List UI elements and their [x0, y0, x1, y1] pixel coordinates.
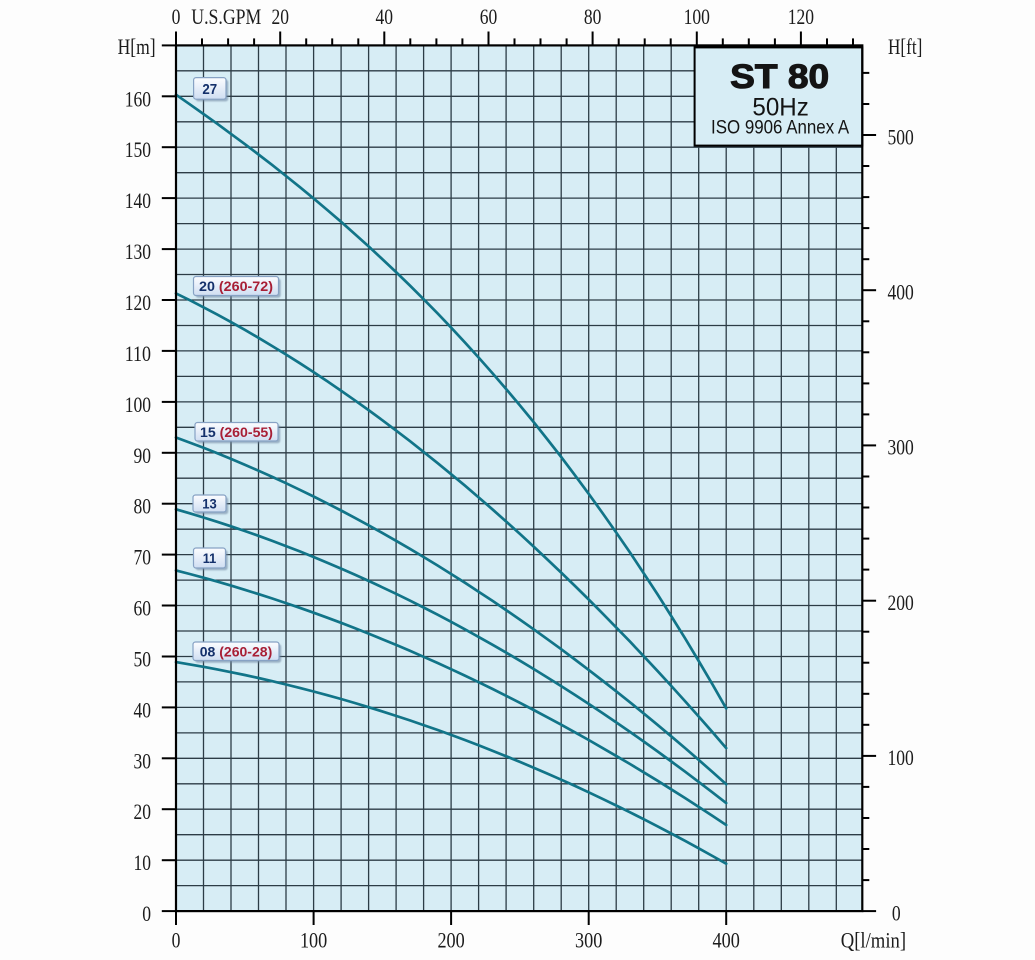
svg-text:60: 60	[134, 596, 152, 621]
svg-text:ISO 9906 Annex A: ISO 9906 Annex A	[711, 118, 849, 139]
svg-text:300: 300	[887, 435, 913, 460]
svg-text:150: 150	[125, 137, 151, 162]
svg-text:80: 80	[584, 4, 602, 29]
svg-text:40: 40	[134, 697, 152, 722]
svg-text:11: 11	[203, 550, 217, 566]
svg-text:130: 130	[125, 239, 151, 264]
svg-text:500: 500	[887, 124, 913, 149]
svg-text:110: 110	[125, 341, 151, 366]
svg-text:60: 60	[480, 4, 498, 29]
svg-text:20 (260-72): 20 (260-72)	[199, 278, 273, 294]
svg-text:300: 300	[575, 928, 602, 953]
svg-text:70: 70	[134, 545, 152, 570]
svg-text:08 (260-28): 08 (260-28)	[200, 643, 273, 659]
svg-text:20: 20	[271, 4, 289, 29]
svg-text:0: 0	[892, 900, 901, 925]
svg-text:U.S.GPM: U.S.GPM	[191, 4, 261, 29]
svg-text:90: 90	[134, 443, 152, 468]
svg-text:30: 30	[134, 748, 152, 773]
svg-text:160: 160	[125, 86, 151, 111]
svg-text:200: 200	[887, 590, 913, 615]
svg-text:0: 0	[142, 901, 151, 926]
svg-text:400: 400	[887, 280, 913, 305]
svg-text:100: 100	[125, 392, 151, 417]
svg-text:10: 10	[134, 850, 152, 875]
svg-text:ST 80: ST 80	[730, 58, 829, 96]
svg-text:40: 40	[376, 4, 394, 29]
svg-text:H[m]: H[m]	[118, 34, 156, 59]
svg-text:20: 20	[134, 799, 152, 824]
svg-text:140: 140	[125, 188, 151, 213]
svg-text:120: 120	[788, 4, 814, 29]
svg-text:50Hz: 50Hz	[752, 94, 808, 122]
svg-text:100: 100	[684, 4, 710, 29]
svg-text:Q[l/min]: Q[l/min]	[841, 928, 906, 953]
svg-text:27: 27	[202, 81, 217, 98]
svg-text:100: 100	[300, 928, 327, 953]
svg-text:0: 0	[172, 4, 181, 29]
svg-text:400: 400	[713, 928, 740, 953]
svg-text:100: 100	[887, 745, 913, 770]
svg-text:0: 0	[172, 928, 181, 953]
svg-text:120: 120	[125, 290, 151, 315]
svg-text:50: 50	[134, 647, 152, 672]
svg-text:H[ft]: H[ft]	[888, 34, 922, 59]
svg-text:15 (260-55): 15 (260-55)	[200, 424, 273, 440]
svg-text:13: 13	[202, 496, 217, 512]
svg-text:80: 80	[134, 494, 152, 519]
svg-text:200: 200	[437, 928, 464, 953]
